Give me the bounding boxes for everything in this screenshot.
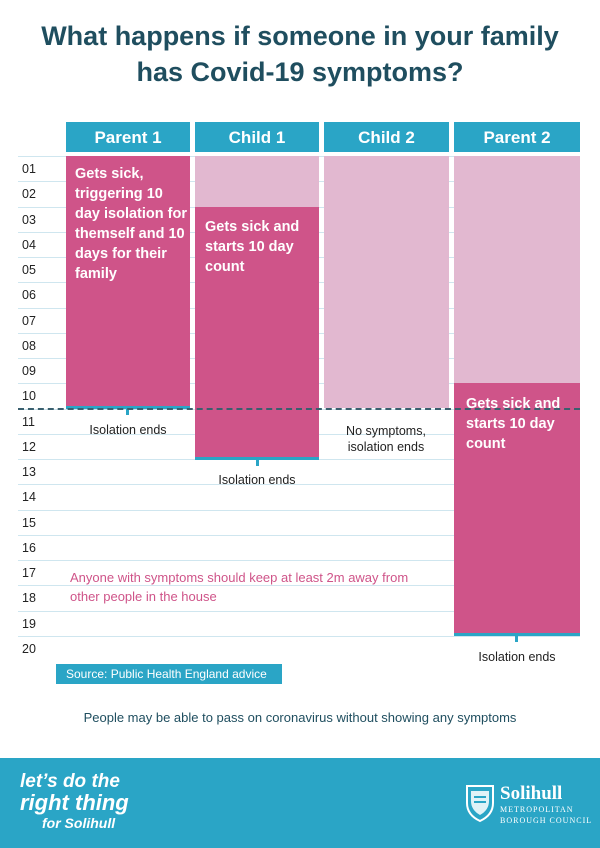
day-10-dashed-line: [18, 408, 580, 410]
slogan-line-2: right thing: [20, 790, 129, 815]
day-gridline: [18, 560, 580, 561]
parent-1-end-line: [66, 406, 190, 409]
day-label: 17: [22, 566, 36, 580]
day-label: 04: [22, 237, 36, 252]
parent-1-end-text: Isolation ends: [89, 423, 167, 437]
page-title: What happens if someone in your family h…: [0, 18, 600, 90]
council-name: Solihull: [500, 783, 563, 804]
parent-2-end-line: [454, 633, 580, 636]
column-header-child-2: Child 2: [324, 122, 449, 152]
parent-2-isolation-bar: [454, 156, 580, 383]
parent-1-end-tick: [126, 409, 129, 415]
slogan-line-1: let’s do the: [20, 771, 120, 792]
day-gridline: [18, 484, 580, 486]
parent-2-end-text: Isolation ends: [478, 650, 556, 664]
parent-1-sick-text: Gets sick, triggering 10 day isolation f…: [75, 166, 187, 282]
column-header-parent-2: Parent 2: [454, 122, 580, 152]
day-label: 18: [22, 591, 36, 606]
source-label: Source: Public Health England advice: [56, 664, 282, 684]
council-sub-2: BOROUGH COUNCIL: [500, 816, 593, 825]
parent-1-sick-bar: [66, 156, 190, 408]
column-header-parent-1: Parent 1: [66, 122, 190, 152]
day-label: 16: [22, 540, 36, 555]
council-crest-icon: [466, 785, 494, 823]
day-label: 19: [22, 616, 36, 631]
child-1-sick-text: Gets sick and starts 10 day count: [205, 219, 300, 275]
day-label: 20: [22, 641, 36, 656]
day-label: 01: [22, 162, 36, 176]
child-1-end-text: Isolation ends: [218, 473, 296, 487]
distancing-note: Anyone with symptoms should keep at leas…: [70, 570, 409, 604]
footer-band: [0, 758, 600, 848]
day-label: 10: [22, 389, 36, 404]
title-line-1: What happens if someone in your family: [41, 21, 559, 51]
day-label: 12: [22, 439, 36, 454]
child-1-end-tick: [256, 460, 259, 466]
day-label: 13: [22, 465, 36, 479]
day-label: 02: [22, 187, 36, 202]
day-label: 09: [22, 364, 36, 378]
child-1-sick-bar: [195, 207, 319, 459]
slogan-line-3: for Solihull: [42, 815, 116, 831]
day-gridline: [18, 585, 580, 587]
day-gridline: [18, 610, 580, 612]
parent-2-sick-text: Gets sick and starts 10 day count: [466, 396, 561, 452]
child-2-isolation-bar: [324, 156, 449, 408]
title-line-2: has Covid-19 symptoms?: [136, 57, 464, 87]
day-label: 15: [22, 515, 36, 530]
column-header-child-1: Child 1: [195, 122, 319, 152]
child-2-end-text: No symptoms, isolation ends: [346, 424, 426, 454]
day-label: 05: [22, 263, 36, 277]
slogan: let’s do the right thing for Solihull: [20, 772, 129, 832]
parent-2-end-tick: [515, 636, 518, 642]
day-label: 06: [22, 288, 36, 303]
parent-2-sick-bar: [454, 383, 580, 635]
day-label: 08: [22, 338, 36, 353]
day-gridline: [18, 509, 580, 511]
child-1-isolation-bar: [195, 156, 319, 207]
footnote: People may be able to pass on coronaviru…: [83, 710, 517, 725]
child-1-end-line: [195, 457, 319, 460]
day-label: 11: [22, 414, 35, 429]
council-logo: Solihull METROPOLITAN BOROUGH COUNCIL: [500, 784, 592, 826]
council-sub-1: METROPOLITAN: [500, 805, 574, 814]
day-gridline: [18, 534, 580, 536]
day-label: 07: [22, 313, 36, 328]
day-label: 03: [22, 212, 36, 227]
day-gridline: [18, 635, 580, 637]
day-label: 14: [22, 490, 36, 505]
